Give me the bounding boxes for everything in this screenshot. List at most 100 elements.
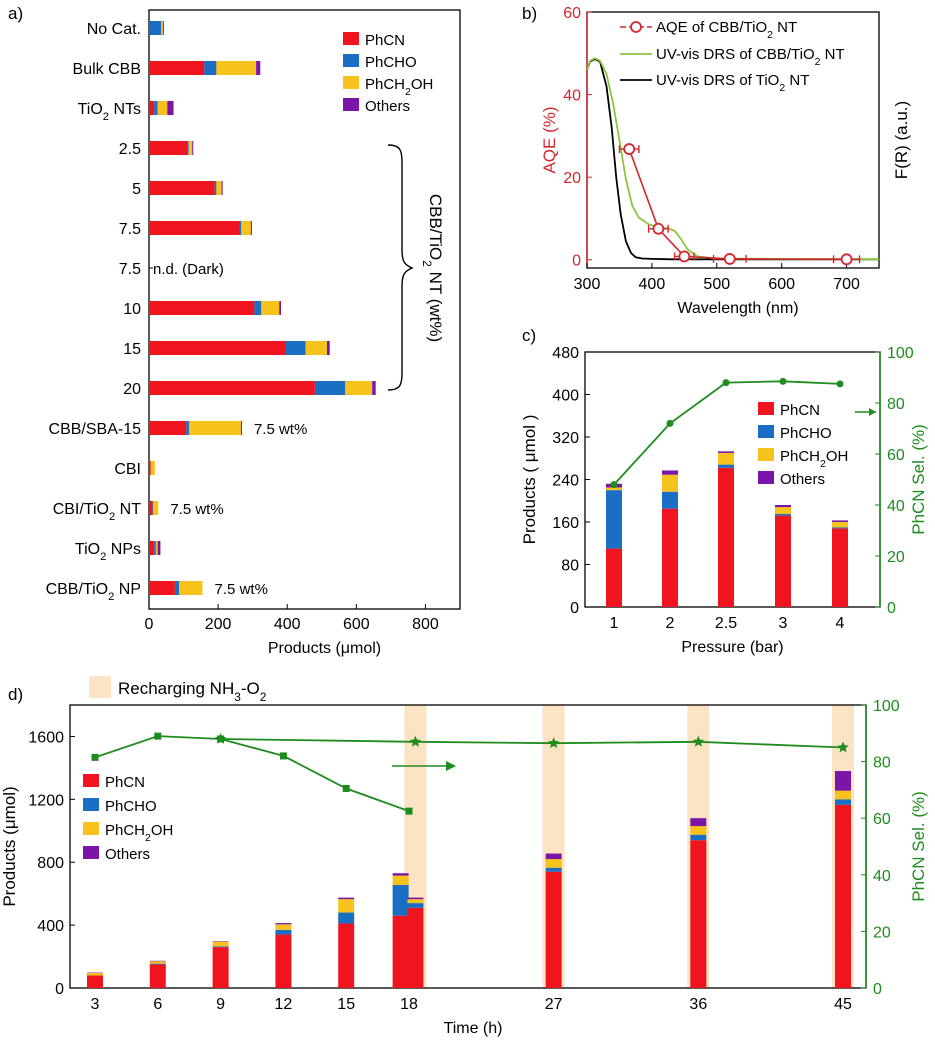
legend-label: PhCHO bbox=[105, 798, 157, 815]
bar-segment-3 bbox=[775, 505, 791, 508]
selectivity-line-2 bbox=[220, 738, 844, 749]
category-label: 15 bbox=[123, 341, 141, 358]
selectivity-point bbox=[666, 419, 674, 427]
y-tick-label: 800 bbox=[37, 855, 64, 872]
legend-swatch bbox=[758, 448, 774, 461]
y2-axis-label: PhCN Sel. (%) bbox=[909, 424, 928, 535]
bar-segment-0 bbox=[149, 581, 175, 595]
bar-segment-1 bbox=[545, 867, 562, 872]
legend-swatch bbox=[83, 822, 99, 835]
y-tick-label: 400 bbox=[552, 388, 579, 405]
y-tick-label: 160 bbox=[552, 515, 579, 532]
bar-segment-3 bbox=[250, 221, 252, 235]
legend-swatch bbox=[758, 425, 774, 438]
bar-segment-2 bbox=[179, 581, 203, 595]
x-tick-label: 3 bbox=[91, 996, 100, 1013]
category-label: Bulk CBB bbox=[73, 61, 141, 78]
selectivity-point-square bbox=[91, 753, 99, 761]
x-tick-label: 2 bbox=[666, 615, 675, 632]
bar-segment-0 bbox=[149, 141, 188, 155]
category-label: No Cat. bbox=[87, 21, 141, 38]
panel-d: Recharging NH3-O2 d) 0 400 800 1200 1600 0 20 40 6… bbox=[0, 676, 928, 1037]
bar-segment-0 bbox=[149, 541, 155, 555]
selectivity-line-1 bbox=[94, 735, 410, 812]
x-tick-label: 400 bbox=[274, 616, 301, 633]
bar-segment-2 bbox=[157, 101, 168, 115]
bar-segment-1 bbox=[154, 541, 156, 555]
x-tick-label: 6 bbox=[153, 996, 162, 1013]
bar-segment-2 bbox=[690, 826, 707, 835]
bar-segment-1 bbox=[338, 912, 355, 924]
legend-label: PhCHO bbox=[365, 54, 417, 71]
data-point-aqe bbox=[678, 250, 691, 263]
bar-segment-3 bbox=[407, 897, 424, 900]
legend-label: Others bbox=[780, 471, 825, 488]
panel-b: b) 0 20 40 60 AQE (%) F(R) (a.u.) 300 400 500 600 7… bbox=[522, 4, 911, 317]
bar-segment-0 bbox=[149, 501, 153, 515]
x-tick-label: 4 bbox=[836, 615, 845, 632]
category-label: CBI bbox=[114, 461, 141, 478]
series-line-aqe bbox=[628, 148, 847, 261]
selectivity-point-star bbox=[409, 735, 422, 747]
data-point-aqe bbox=[840, 253, 853, 266]
bar-segment-0 bbox=[149, 461, 151, 475]
y-axis-label: Products (μmol) bbox=[0, 786, 19, 906]
y-tick-label: 80 bbox=[561, 558, 579, 575]
x-tick-label: 600 bbox=[343, 616, 370, 633]
legend-label: UV-vis DRS of TiO2 NT bbox=[656, 72, 809, 94]
bar-segment-1 bbox=[835, 799, 851, 805]
bar-segment-2 bbox=[188, 141, 193, 155]
bar-segment-3 bbox=[392, 873, 409, 876]
group-label: CBB/TiO2 NT (wt%) bbox=[420, 194, 445, 342]
selectivity-point-star bbox=[214, 733, 227, 744]
panel-label: d) bbox=[8, 685, 23, 704]
selectivity-point bbox=[610, 481, 618, 489]
bar-segment-2 bbox=[212, 941, 229, 947]
bar-segment-2 bbox=[407, 899, 424, 904]
x-tick-label: 18 bbox=[400, 996, 418, 1013]
selectivity-point-square bbox=[154, 732, 162, 740]
legend-swatch bbox=[343, 32, 359, 45]
bar-segment-1 bbox=[718, 464, 734, 468]
bar-segment-1 bbox=[186, 421, 190, 435]
legend-label: PhCH2OH bbox=[780, 448, 848, 470]
bar-segment-3 bbox=[690, 818, 707, 827]
bar-segment-0 bbox=[662, 508, 678, 607]
category-label: TiO2 NPs bbox=[75, 541, 141, 563]
panel-label: b) bbox=[522, 4, 537, 23]
bar-segment-1 bbox=[254, 301, 262, 315]
legend-swatch bbox=[758, 471, 774, 484]
y2-tick-label: 40 bbox=[873, 868, 891, 885]
bar-segment-1 bbox=[239, 221, 242, 235]
bar-segment-2 bbox=[87, 973, 103, 976]
y-tick-label: 1200 bbox=[28, 792, 64, 809]
bar-segment-1 bbox=[204, 61, 217, 75]
bar-segment-1 bbox=[407, 903, 424, 908]
bar-segment-2 bbox=[150, 461, 155, 475]
bar-segment-3 bbox=[162, 21, 164, 35]
y-tick-label: 1600 bbox=[28, 729, 64, 746]
bar-segment-1 bbox=[314, 381, 346, 395]
legend-label: PhCN bbox=[780, 402, 820, 419]
bar-segment-2 bbox=[189, 421, 241, 435]
bar-segment-0 bbox=[149, 341, 286, 355]
x-tick-label: 600 bbox=[768, 276, 795, 293]
plot-frame bbox=[69, 704, 867, 989]
y-axis-label: Products ( μmol ) bbox=[520, 415, 539, 545]
x-axis-label: Wavelength (nm) bbox=[677, 300, 798, 317]
panel-a: a) No Cat. Bulk CBB TiO2 NTs 2.5 5 7.5 7.5 10 15 2… bbox=[8, 4, 461, 657]
panel-label: c) bbox=[522, 326, 536, 345]
selectivity-point bbox=[722, 379, 730, 387]
bar-segment-1 bbox=[174, 581, 180, 595]
bar-segment-1 bbox=[214, 181, 217, 195]
series-line-tio2-drs bbox=[586, 58, 879, 261]
x-tick-label: 700 bbox=[833, 276, 860, 293]
x-tick-label: 0 bbox=[145, 616, 154, 633]
legend-label: Others bbox=[105, 846, 150, 863]
x-tick-label: 500 bbox=[703, 276, 730, 293]
y-tick-label: 400 bbox=[37, 918, 64, 935]
bar-segment-0 bbox=[392, 915, 409, 988]
bar-segment-0 bbox=[718, 467, 734, 607]
x-tick-label: 15 bbox=[337, 996, 355, 1013]
